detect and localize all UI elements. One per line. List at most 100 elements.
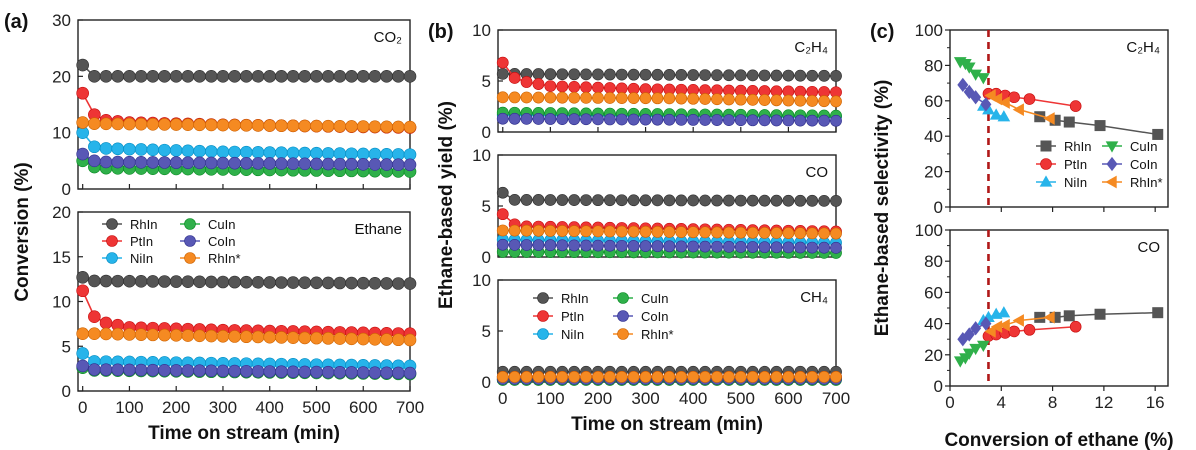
data-point (722, 370, 735, 383)
data-point (544, 225, 557, 237)
data-point (99, 155, 113, 169)
data-point (403, 70, 417, 83)
legend-item-rhin: RhIn (1036, 139, 1091, 154)
legend-label: CoIn (1130, 157, 1157, 172)
data-point (134, 155, 148, 169)
data-point (830, 95, 842, 108)
data-point (818, 114, 830, 127)
data-point (639, 194, 652, 207)
data-point (699, 93, 711, 105)
data-point (794, 241, 807, 254)
data-point (169, 144, 183, 157)
data-point (275, 119, 288, 133)
legend-label: CoIn (641, 309, 668, 324)
data-point (111, 155, 125, 169)
data-point (158, 70, 171, 83)
data-point (228, 275, 241, 289)
data-point (76, 58, 89, 72)
data-point (770, 114, 783, 127)
data-point (520, 239, 533, 251)
series-rhin-star (984, 89, 1055, 125)
plot-frame (77, 19, 411, 190)
data-point (532, 91, 545, 104)
legend-label: NiIn (561, 327, 584, 342)
data-point (969, 343, 982, 356)
data-point (818, 95, 830, 108)
data-point (1063, 116, 1075, 128)
data-point (758, 94, 771, 106)
data-point (368, 366, 382, 380)
data-point (568, 239, 581, 252)
legend-item-rhin-star: RhIn* (1102, 175, 1163, 190)
data-point (984, 325, 996, 338)
data-point (592, 92, 604, 104)
legend-label: CuIn (641, 291, 668, 306)
data-point (651, 113, 664, 126)
legend-marker (106, 252, 118, 264)
species-annotation: CO (806, 164, 829, 181)
legend-item-rhin-star: RhIn* (613, 327, 674, 342)
data-point (818, 370, 830, 383)
data-point (639, 92, 652, 105)
data-point (568, 113, 581, 126)
data-point (403, 333, 417, 347)
y-tick-label: 15 (52, 248, 71, 267)
data-point (298, 157, 312, 171)
legend-item-rhin: RhIn (533, 291, 588, 306)
data-point (1023, 93, 1036, 105)
data-point (544, 80, 557, 92)
legend-marker (1040, 158, 1052, 170)
data-point (687, 92, 700, 105)
data-point (76, 359, 89, 373)
data-point (782, 370, 795, 383)
data-point (286, 146, 300, 160)
data-point (675, 69, 688, 81)
data-point (508, 112, 521, 125)
data-point (228, 330, 241, 343)
legend-item-niin: NiIn (102, 251, 153, 266)
y-tick-label: 20 (924, 346, 943, 365)
data-point (746, 69, 759, 82)
x-tick-label: 100 (115, 398, 143, 417)
data-point (321, 276, 335, 290)
data-point (734, 194, 747, 207)
legend-marker (617, 310, 629, 322)
data-point (181, 118, 195, 131)
data-point (169, 364, 183, 377)
data-point (310, 146, 323, 160)
legend-marker (537, 292, 549, 304)
legend-label: RhIn (1064, 139, 1091, 154)
panel-c-c2h4-plot: 0 20 40 60 80 100 C₂H₄ (915, 21, 1169, 217)
legend-item-cuin: CuIn (613, 291, 668, 306)
data-point (997, 306, 1011, 318)
data-point (962, 348, 976, 360)
data-point (146, 156, 160, 169)
data-point (251, 119, 265, 132)
data-point (520, 112, 533, 125)
data-point (321, 119, 335, 133)
data-point (298, 119, 312, 133)
series-coin (957, 316, 992, 347)
data-point (734, 241, 747, 253)
data-point (228, 70, 241, 83)
data-point (99, 117, 113, 131)
data-point (146, 275, 160, 288)
data-point (88, 117, 101, 130)
data-point (240, 275, 253, 289)
data-point (568, 68, 581, 81)
data-point (663, 194, 676, 207)
data-point (977, 340, 990, 353)
data-point (181, 144, 195, 158)
data-point (568, 370, 581, 383)
data-point (580, 91, 592, 104)
data-point (711, 194, 723, 207)
data-point (380, 70, 393, 83)
data-point (615, 113, 628, 126)
y-tick-label: 0 (62, 382, 71, 401)
data-point (580, 370, 592, 383)
data-point (240, 156, 253, 170)
data-point (508, 238, 521, 251)
data-point (158, 118, 171, 131)
data-point (111, 117, 125, 131)
